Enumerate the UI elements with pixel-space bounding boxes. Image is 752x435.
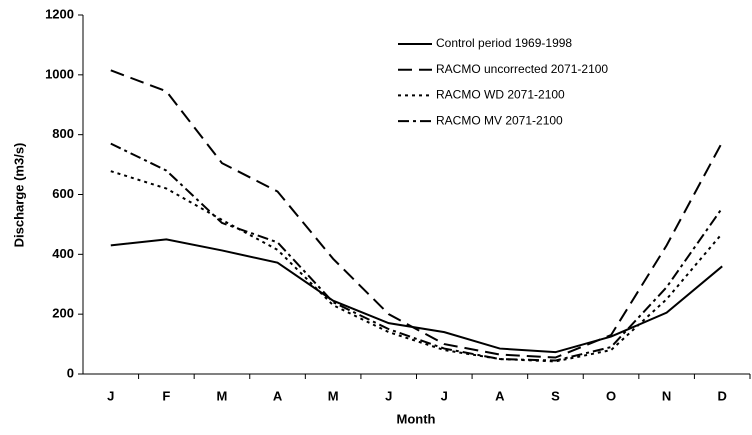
legend-label: RACMO WD 2071-2100	[436, 88, 565, 102]
legend-label: RACMO MV 2071-2100	[436, 113, 563, 127]
x-tick-label: S	[551, 388, 560, 403]
data-line	[110, 69, 724, 359]
x-tick-label: O	[606, 388, 616, 403]
x-tick-label: J	[107, 388, 114, 403]
x-tick-label: J	[441, 388, 448, 403]
y-tick-label: 400	[52, 246, 74, 261]
y-axis-label: Discharge (m3/s)	[11, 143, 26, 248]
x-axis-label: Month	[397, 411, 436, 426]
x-tick-label: M	[217, 388, 228, 403]
x-tick-label: N	[662, 388, 671, 403]
data-line	[110, 142, 724, 362]
x-tick-label: D	[718, 388, 727, 403]
x-tick-label: F	[162, 388, 170, 403]
legend-label: Control period 1969-1998	[436, 36, 572, 50]
x-tick-label: M	[328, 388, 339, 403]
data-line	[110, 238, 723, 354]
legend-label: RACMO uncorrected 2071-2100	[436, 62, 608, 76]
x-tick-label: J	[385, 388, 392, 403]
y-tick-label: 800	[52, 126, 74, 141]
x-tick-label: A	[273, 388, 283, 403]
y-tick-label: 1200	[45, 6, 74, 21]
x-tick-label: A	[495, 388, 505, 403]
y-tick-label: 0	[67, 365, 74, 380]
y-tick-label: 600	[52, 186, 74, 201]
y-tick-label: 1000	[45, 66, 74, 81]
y-tick-label: 200	[52, 306, 74, 321]
data-line	[110, 170, 723, 363]
